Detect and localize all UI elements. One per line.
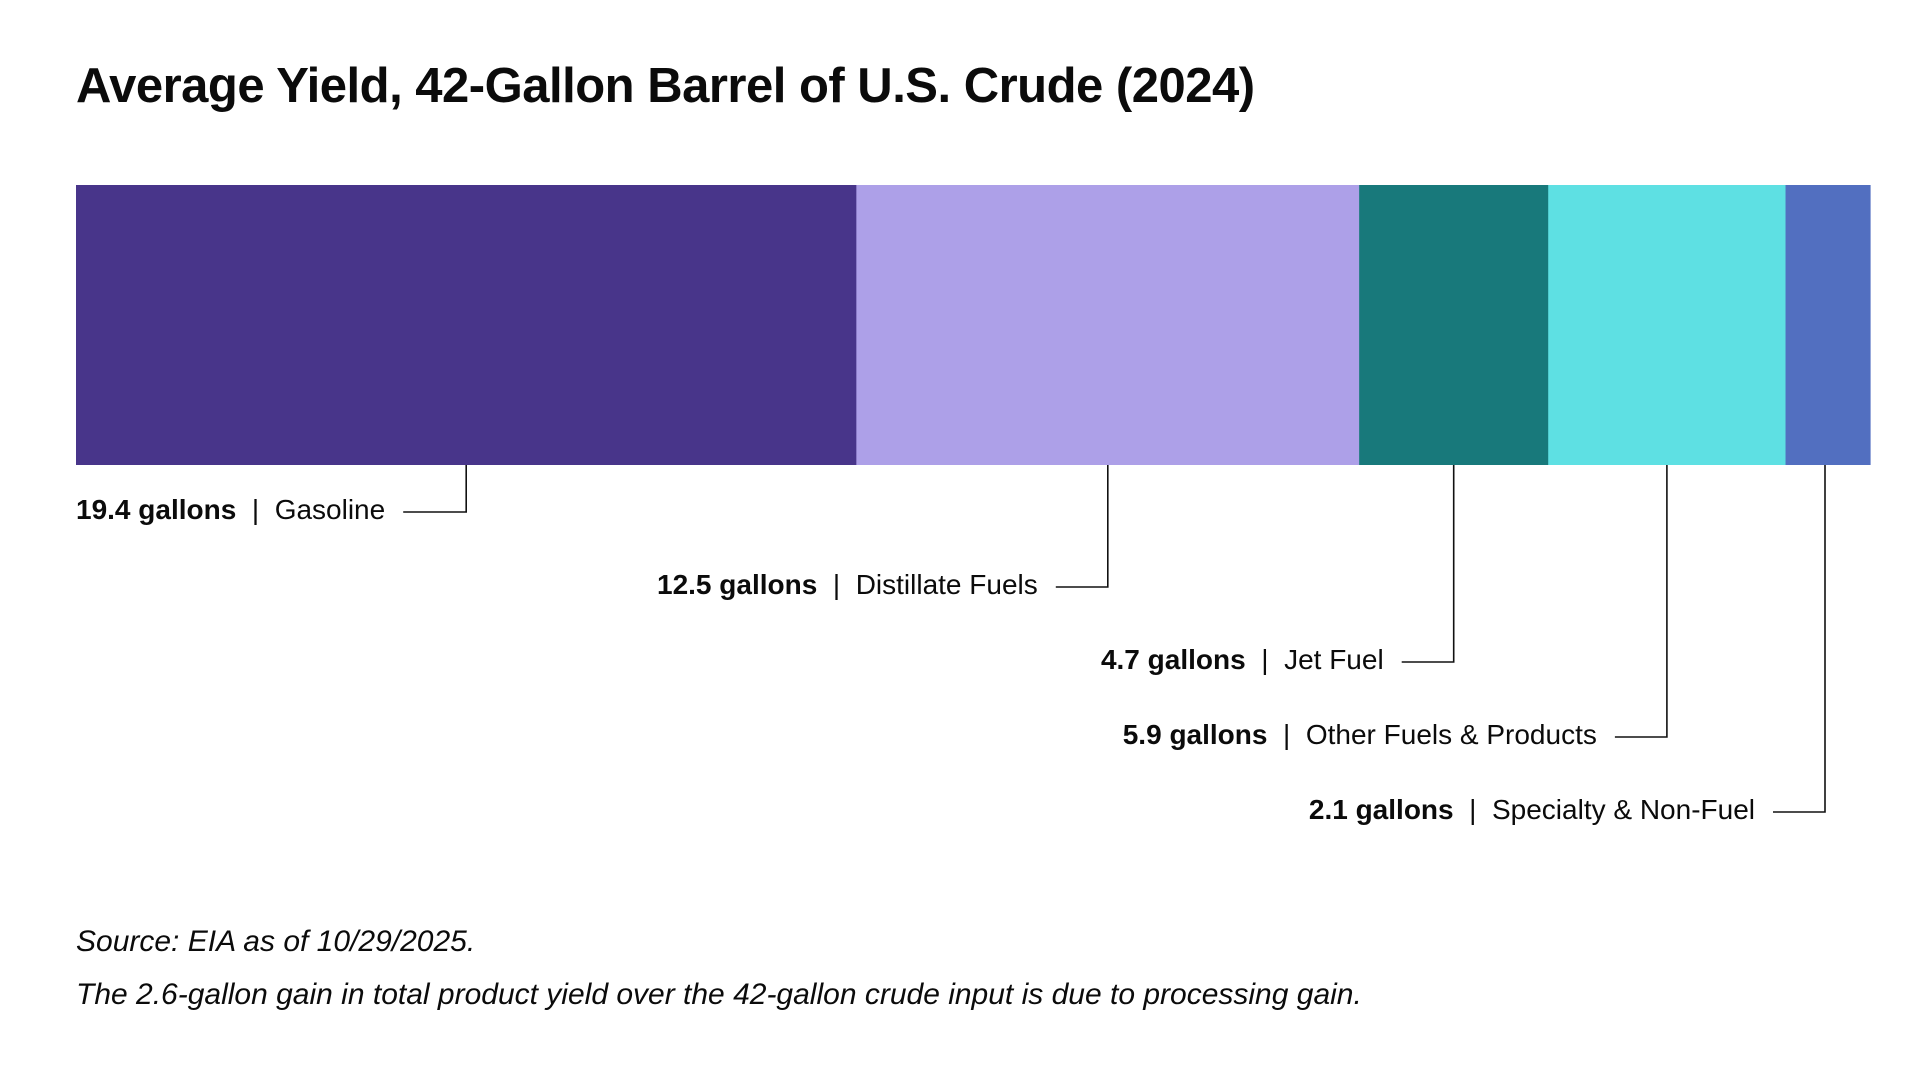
bar-segment-jet-fuel [1359,185,1549,465]
bar-segments [76,185,1871,465]
data-label-jet-fuel: 4.7 gallons | Jet Fuel [1101,644,1384,675]
bar-segment-specialty-and-non-fuel [1785,185,1871,465]
leader-line-distillate-fuels [1055,465,1109,588]
bar-segment-gasoline [76,185,857,465]
source-note: Source: EIA as of 10/29/2025. [76,925,476,958]
data-label-gasoline: 19.4 gallons | Gasoline [76,494,385,525]
data-label-value: 2.1 gallons [1309,794,1454,825]
data-label-category: Gasoline [275,494,386,525]
footnote: The 2.6-gallon gain in total product yie… [76,978,1362,1011]
data-label-value: 4.7 gallons [1101,644,1246,675]
leader-lines [403,465,1826,813]
data-label-distillate-fuels: 12.5 gallons | Distillate Fuels [657,569,1038,600]
leader-line-other-fuels-and-products [1614,465,1668,738]
leader-line-specialty-and-non-fuel [1773,465,1826,813]
data-label-specialty-and-non-fuel: 2.1 gallons | Specialty & Non-Fuel [1309,794,1755,825]
leader-line-gasoline [403,465,467,513]
data-label-separator: | [1267,719,1305,750]
data-label-category: Distillate Fuels [856,569,1038,600]
data-label-separator: | [1246,644,1284,675]
data-label-separator: | [236,494,274,525]
data-label-separator: | [817,569,855,600]
data-label-value: 19.4 gallons [76,494,236,525]
data-label-separator: | [1454,794,1492,825]
bar-segment-other-fuels-and-products [1548,185,1787,465]
data-label-category: Other Fuels & Products [1306,719,1597,750]
bar-segment-distillate-fuels [856,185,1360,465]
data-labels: 19.4 gallons | Gasoline 12.5 gallons | Di… [76,494,1755,825]
data-label-category: Jet Fuel [1284,644,1384,675]
data-label-value: 5.9 gallons [1123,719,1268,750]
data-label-value: 12.5 gallons [657,569,817,600]
data-label-category: Specialty & Non-Fuel [1492,794,1755,825]
stacked-bar-chart: 19.4 gallons | Gasoline 12.5 gallons | Di… [76,185,1871,825]
chart-title: Average Yield, 42-Gallon Barrel of U.S. … [76,59,1255,113]
leader-line-jet-fuel [1401,465,1455,663]
data-label-other-fuels-and-products: 5.9 gallons | Other Fuels & Products [1123,719,1597,750]
